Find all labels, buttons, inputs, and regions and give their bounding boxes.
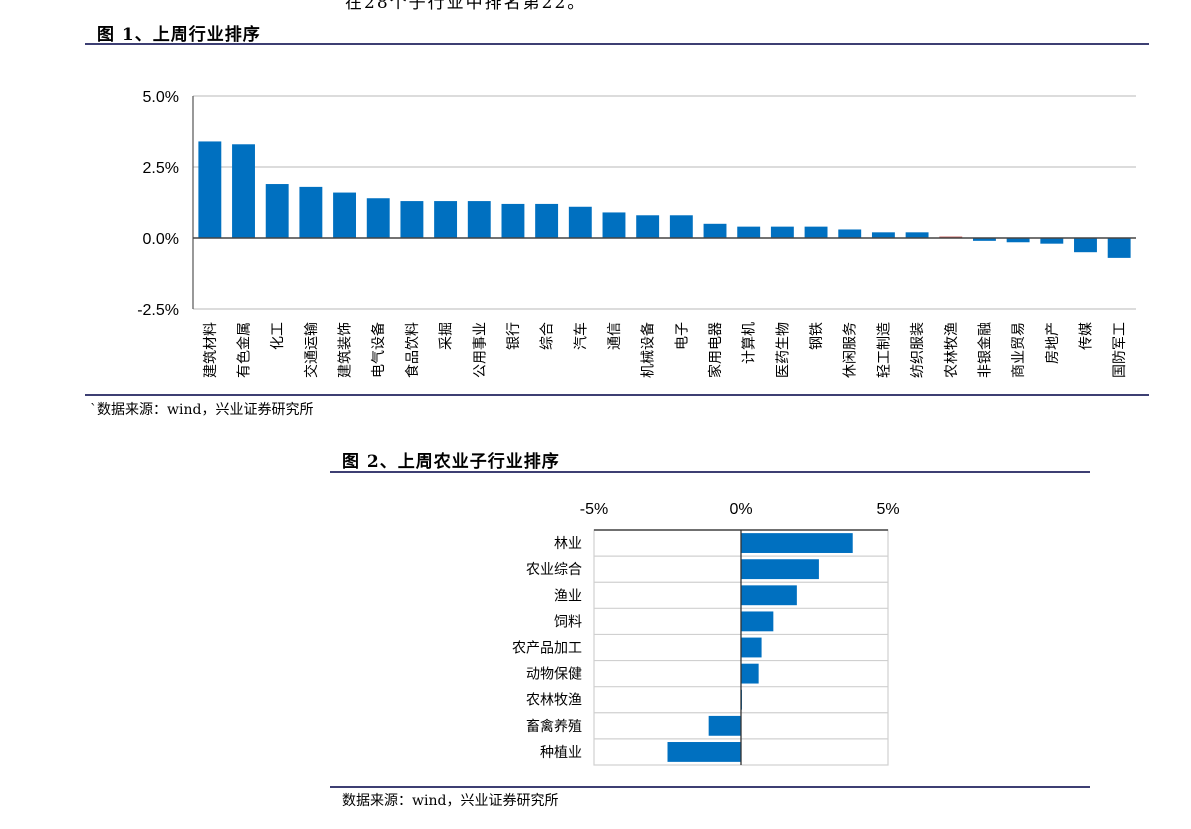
bar: [741, 663, 759, 684]
bar: [232, 144, 255, 238]
bar: [741, 611, 774, 632]
x-tick-label: 计算机: [742, 322, 758, 364]
x-tick-label: 银行: [506, 322, 522, 350]
y-tick-label: -2.5%: [137, 302, 179, 319]
bar: [905, 232, 929, 238]
y-tick-label: 5.0%: [143, 89, 179, 106]
x-tick-label: 汽车: [572, 322, 589, 350]
x-tick-label: 综合: [540, 322, 556, 350]
y-tick-label: 动物保健: [526, 667, 582, 683]
y-tick-label: 农业综合: [526, 562, 582, 578]
figure2-bottom-rule: [330, 786, 1090, 788]
bar: [1107, 238, 1131, 258]
figure1-title: 图 1、上周行业排序: [97, 25, 261, 45]
bar: [265, 184, 289, 238]
y-tick-label: 林业: [554, 536, 582, 552]
x-tick-label: 休闲服务: [843, 322, 859, 378]
x-tick-label: 家用电器: [707, 322, 724, 378]
x-tick-label: 建筑装饰: [338, 322, 354, 378]
x-tick-label: 电子: [674, 322, 690, 350]
x-tick-label: 有色金属: [236, 322, 253, 378]
bar: [972, 238, 996, 241]
x-tick-label: 公用事业: [472, 322, 488, 378]
y-tick-label: 农林牧渔: [526, 693, 582, 709]
x-tick-label: 采掘: [439, 322, 455, 350]
bar: [703, 223, 727, 238]
x-tick-label: 房地产: [1045, 322, 1061, 364]
bar: [366, 198, 390, 238]
x-tick-label: 化工: [270, 322, 286, 350]
x-tick-label: 商业贸易: [1011, 322, 1027, 378]
x-tick-label: 5%: [876, 501, 899, 518]
x-tick-label: 农林牧渔: [944, 322, 960, 378]
bar: [636, 215, 660, 238]
x-tick-label: 轻工制造: [876, 322, 892, 378]
bar: [741, 533, 853, 553]
bar: [1006, 238, 1030, 243]
figure2-title-rule: [330, 471, 1090, 473]
x-tick-label: 传媒: [1078, 322, 1094, 350]
y-tick-label: 饲料: [554, 614, 582, 630]
bar: [400, 201, 424, 238]
bar: [741, 637, 762, 658]
bar: [198, 141, 222, 238]
y-tick-label: 种植业: [540, 745, 582, 761]
x-tick-label: 食品饮料: [404, 322, 421, 378]
bar: [299, 186, 323, 238]
x-tick-label: 机械设备: [640, 322, 657, 378]
y-tick-label: 0.0%: [143, 231, 179, 248]
bar: [667, 742, 741, 762]
x-tick-label: -5%: [580, 501, 608, 518]
x-tick-label: 交通运输: [303, 322, 320, 378]
figure1-source: `数据来源：wind，兴业证券研究所: [90, 402, 314, 418]
y-tick-label: 畜禽养殖: [526, 718, 582, 735]
bar: [1040, 238, 1064, 244]
x-tick-label: 建筑材料: [203, 322, 219, 378]
bar: [669, 215, 693, 238]
bar: [741, 559, 819, 580]
x-tick-label: 0%: [729, 501, 752, 518]
bar: [708, 715, 741, 736]
bar: [770, 226, 794, 238]
y-tick-label: 渔业: [554, 588, 582, 604]
bar: [333, 192, 357, 238]
x-tick-label: 医药生物: [775, 322, 791, 378]
x-tick-label: 非银金融: [977, 322, 993, 378]
figure2-source: 数据来源：wind，兴业证券研究所: [342, 793, 559, 809]
figure1-bottom-rule: [85, 394, 1149, 396]
y-tick-label: 2.5%: [143, 160, 179, 177]
x-tick-label: 纺织服装: [910, 322, 926, 378]
bar: [737, 226, 761, 238]
bar: [535, 203, 559, 238]
truncated-paragraph-text: 在28个子行业中排名第22。: [345, 0, 587, 13]
x-tick-label: 电气设备: [370, 322, 387, 378]
bar: [602, 212, 626, 238]
bar: [804, 226, 828, 238]
bar: [467, 201, 491, 238]
bar: [838, 229, 862, 238]
figure1-title-rule: [85, 43, 1149, 45]
bar: [568, 206, 592, 238]
bar: [871, 232, 895, 238]
bar: [1074, 238, 1097, 253]
x-tick-label: 钢铁: [809, 322, 825, 350]
y-tick-label: 农产品加工: [512, 641, 582, 657]
bar: [434, 201, 458, 238]
x-tick-label: 国防军工: [1112, 322, 1128, 378]
bar: [741, 585, 797, 606]
figure2-title: 图 2、上周农业子行业排序: [342, 452, 560, 472]
bar: [501, 203, 525, 238]
x-tick-label: 通信: [607, 322, 623, 350]
